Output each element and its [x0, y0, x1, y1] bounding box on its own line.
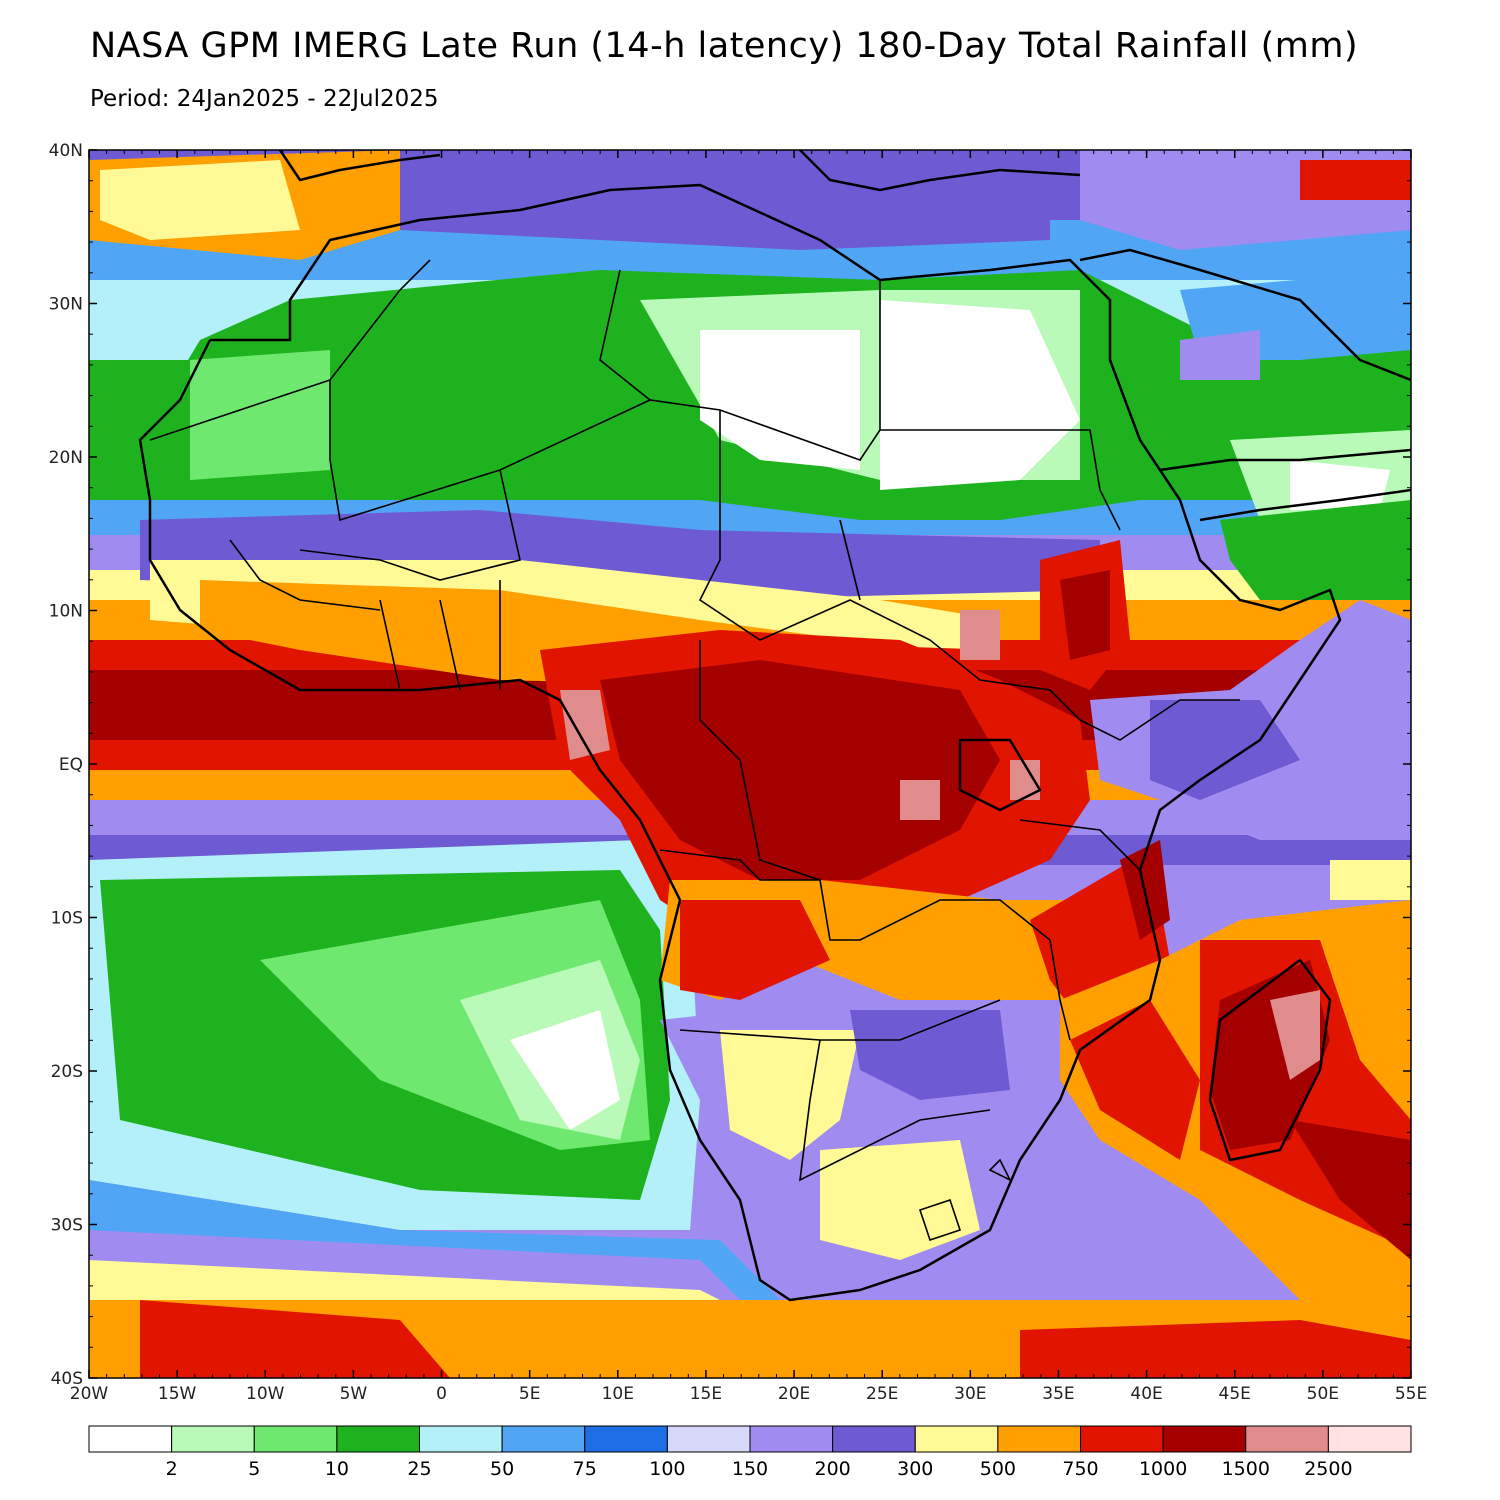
axis-ticks: 20W 15W 10W 5W 0 5E 10E 15E 20E 25E 30E 35E 40E 45E 50…: [49, 141, 1428, 1404]
colorbar-swatch: [253, 1425, 338, 1453]
colorbar-label: 100: [649, 1458, 685, 1480]
rainfall-field: [89, 150, 1411, 1378]
colorbar-swatch: [749, 1425, 834, 1453]
colorbar-label: 1500: [1222, 1458, 1270, 1480]
y-tick-label: 10S: [51, 909, 83, 929]
colorbar-label: 2500: [1304, 1458, 1352, 1480]
x-tick-label: 50E: [1307, 1384, 1339, 1404]
x-tick-label: 35E: [1042, 1384, 1074, 1404]
x-tick-label: 5W: [340, 1384, 368, 1404]
y-tick-label: 30S: [51, 1216, 83, 1236]
y-tick-label: 40N: [49, 141, 83, 161]
colorbar-swatch: [1327, 1425, 1412, 1453]
x-tick-label: 10E: [602, 1384, 634, 1404]
colorbar-swatch: [1080, 1425, 1164, 1453]
colorbar-label: 75: [573, 1458, 597, 1480]
x-tick-label: 5E: [519, 1384, 541, 1404]
period-subtitle: Period: 24Jan2025 - 22Jul2025: [90, 86, 439, 112]
y-tick-label: 30N: [49, 295, 83, 315]
y-tick-label: 40S: [51, 1369, 83, 1389]
x-tick-label: 20E: [778, 1384, 810, 1404]
x-tick-label: 15E: [690, 1384, 722, 1404]
colorbar-swatch: [914, 1425, 999, 1453]
x-tick-label: 25E: [866, 1384, 898, 1404]
y-tick-label: 20N: [49, 448, 83, 468]
coastlines: [138, 149, 1412, 1302]
colorbar-swatch: [336, 1425, 420, 1453]
x-tick-label: 10W: [246, 1384, 285, 1404]
colorbar-label: 500: [980, 1458, 1016, 1480]
x-tick-label: 30E: [954, 1384, 986, 1404]
x-tick-label: 45E: [1219, 1384, 1251, 1404]
colorbar-swatch: [997, 1425, 1081, 1453]
colorbar-swatch: [666, 1425, 751, 1453]
y-tick-label: 10N: [49, 602, 83, 622]
y-tick-label: 20S: [51, 1062, 83, 1082]
colorbar-label: 1000: [1139, 1458, 1187, 1480]
map-title: NASA GPM IMERG Late Run (14-h latency) 1…: [90, 26, 1359, 66]
x-tick-label: 20W: [70, 1384, 109, 1404]
x-tick-label: 15W: [158, 1384, 197, 1404]
colorbar-label: 300: [897, 1458, 933, 1480]
x-tick-label: 40E: [1130, 1384, 1162, 1404]
x-tick-label: 55E: [1395, 1384, 1427, 1404]
colorbar-label: 150: [732, 1458, 768, 1480]
colorbar-label: 750: [1062, 1458, 1098, 1480]
colorbar: 2 5 10 25 50 75 100 150 200 300 500 750 1000 1500 2500: [88, 1425, 1412, 1480]
colorbar-swatch: [584, 1425, 668, 1453]
colorbar-swatch: [501, 1425, 586, 1453]
x-tick-label: 0: [436, 1384, 447, 1404]
colorbar-label: 50: [490, 1458, 514, 1480]
colorbar-swatch: [1162, 1425, 1247, 1453]
colorbar-label: 2: [166, 1458, 178, 1480]
colorbar-swatch: [419, 1425, 503, 1453]
colorbar-swatch: [171, 1425, 255, 1453]
colorbar-swatch: [1245, 1425, 1329, 1453]
y-tick-label: EQ: [59, 755, 83, 775]
colorbar-swatch: [88, 1425, 173, 1453]
colorbar-label: 5: [248, 1458, 260, 1480]
colorbar-label: 200: [814, 1458, 850, 1480]
colorbar-label: 10: [325, 1458, 349, 1480]
colorbar-swatch: [832, 1425, 916, 1453]
colorbar-label: 25: [407, 1458, 431, 1480]
country-borders: [149, 259, 1240, 1242]
